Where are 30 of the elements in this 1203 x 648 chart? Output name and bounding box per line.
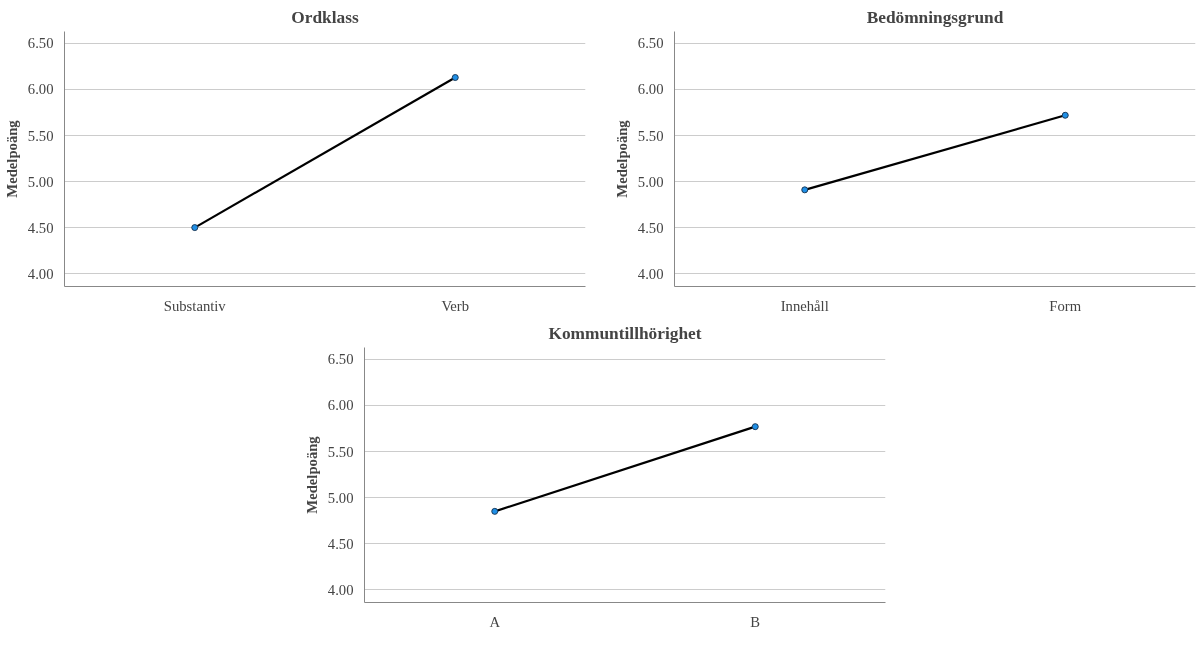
y-tick-label: 5.50 xyxy=(637,127,664,144)
x-tick-label: Innehåll xyxy=(780,297,829,314)
y-tick-label: 4.50 xyxy=(637,219,664,236)
y-axis-title: Medelpoäng xyxy=(3,119,20,198)
y-tick-label: 4.50 xyxy=(27,219,54,236)
y-tick-label: 6.50 xyxy=(327,351,354,368)
y-tick-label: 6.00 xyxy=(27,81,54,98)
y-tick-label: 5.50 xyxy=(327,443,354,460)
x-tick-label: A xyxy=(489,613,501,630)
chart-title: Ordklass xyxy=(291,7,359,27)
y-tick-label: 6.50 xyxy=(27,35,54,52)
y-tick-label: 5.00 xyxy=(637,173,664,190)
y-tick-label: 5.50 xyxy=(27,127,54,144)
y-tick-label: 5.00 xyxy=(327,489,354,506)
x-tick-label: B xyxy=(750,613,761,630)
y-axis-title: Medelpoäng xyxy=(303,435,320,514)
y-tick-label: 6.00 xyxy=(327,397,354,414)
x-tick-label: Substantiv xyxy=(163,297,227,314)
y-tick-label: 4.00 xyxy=(27,265,54,282)
y-axis-title: Medelpoäng xyxy=(613,119,630,198)
y-tick-label: 6.00 xyxy=(637,81,664,98)
chart-title: Kommuntillhörighet xyxy=(548,323,702,343)
y-tick-label: 6.50 xyxy=(637,35,664,52)
y-tick-label: 4.00 xyxy=(327,581,354,598)
x-tick-label: Form xyxy=(1049,297,1082,314)
y-tick-label: 4.50 xyxy=(327,535,354,552)
chart-title: Bedömningsgrund xyxy=(866,7,1004,27)
x-tick-label: Verb xyxy=(441,297,470,314)
y-tick-label: 4.00 xyxy=(637,265,664,282)
y-tick-label: 5.00 xyxy=(27,173,54,190)
